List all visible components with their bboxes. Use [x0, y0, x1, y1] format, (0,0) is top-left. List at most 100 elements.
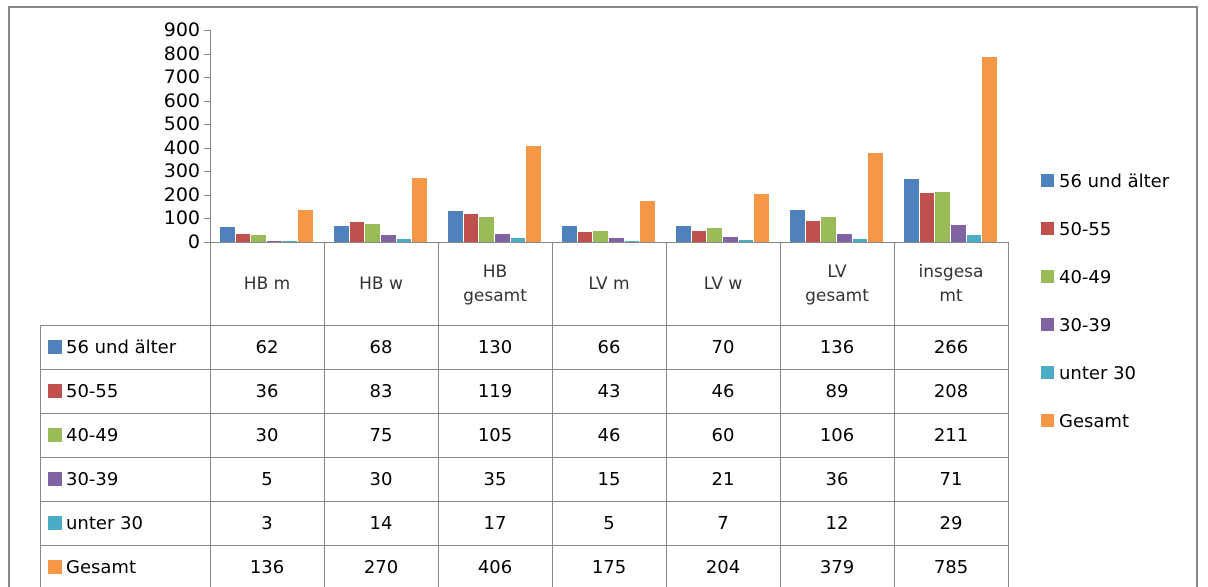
y-tick [204, 100, 210, 102]
table-value: 211 [933, 424, 969, 446]
bar [609, 238, 624, 242]
y-tick-label: 800 [163, 42, 200, 65]
bar [738, 240, 754, 242]
bar [220, 227, 235, 242]
table-value: 106 [819, 424, 855, 446]
bar [577, 231, 593, 242]
y-tick [204, 53, 210, 55]
bar [676, 225, 691, 242]
bar [951, 225, 966, 242]
table-line [40, 369, 1008, 370]
table-value: 204 [705, 556, 741, 578]
category-label: HB w [359, 273, 403, 294]
table-line [552, 242, 553, 587]
table-line [40, 457, 1008, 458]
bar [790, 209, 805, 242]
legend-key [48, 560, 62, 574]
table-value: 208 [933, 380, 969, 402]
table-value: 60 [711, 424, 735, 446]
table-line [40, 501, 1008, 502]
bar [754, 193, 769, 242]
table-header-cell: insgesamt [894, 242, 1008, 325]
table-value: 36 [255, 380, 279, 402]
category-label: HB m [243, 273, 291, 294]
bar [463, 213, 479, 242]
legend-key [1041, 222, 1054, 235]
bar [966, 235, 982, 242]
bar [624, 240, 640, 242]
y-tick [204, 30, 210, 31]
y-tick [204, 124, 210, 126]
table-line [40, 325, 41, 587]
table-line [40, 413, 1008, 414]
bar [349, 222, 365, 242]
bar [837, 233, 852, 242]
table-value: 379 [819, 556, 855, 578]
y-tick-label: 400 [163, 136, 200, 159]
table-value: 62 [255, 336, 279, 358]
table-value: 119 [477, 380, 513, 402]
table-header-cell: LV gesamt [780, 242, 894, 325]
table-header-cell: LV w [666, 242, 780, 325]
bar [707, 227, 722, 242]
legend-label: Gesamt [1059, 410, 1130, 432]
bar [479, 217, 494, 242]
table-value: 46 [597, 424, 621, 446]
table-value: 130 [477, 336, 513, 358]
table-line [210, 242, 1008, 243]
y-tick-label: 200 [163, 183, 200, 206]
bar [448, 211, 463, 242]
table-value: 70 [711, 336, 735, 358]
legend-key [48, 384, 62, 398]
bar [334, 225, 349, 242]
category-label: HB gesamt [463, 261, 527, 306]
legend-key [1041, 366, 1054, 379]
legend-label: 50-55 [1059, 218, 1112, 240]
table-value: 14 [369, 512, 393, 534]
y-tick-label: 600 [163, 89, 200, 112]
table-value: 66 [597, 336, 621, 358]
table-value: 5 [603, 512, 615, 534]
bar [723, 237, 738, 242]
table-value: 75 [369, 424, 393, 446]
table-value: 89 [825, 380, 849, 402]
legend-key [48, 428, 62, 442]
y-tick [204, 171, 210, 173]
chart-frame [8, 6, 1198, 587]
table-line [666, 242, 667, 587]
series-label: 56 und älter [66, 336, 177, 358]
category-label: insgesamt [918, 261, 984, 306]
table-value: 30 [255, 424, 279, 446]
bar [526, 146, 541, 242]
table-value: 406 [477, 556, 513, 578]
series-label: 40-49 [66, 424, 119, 446]
bar [691, 231, 707, 242]
legend-key [48, 472, 62, 486]
table-value: 36 [825, 468, 849, 490]
series-label: 30-39 [66, 468, 119, 490]
table-line [1008, 242, 1009, 587]
table-line [780, 242, 781, 587]
y-tick-label: 300 [163, 160, 200, 183]
y-tick-label: 500 [163, 113, 200, 136]
bar [251, 234, 266, 242]
table-value: 68 [369, 336, 393, 358]
table-line [324, 242, 325, 587]
table-value: 15 [597, 468, 621, 490]
legend-key [1041, 174, 1054, 187]
table-value: 5 [261, 468, 273, 490]
series-label: 50-55 [66, 380, 119, 402]
y-tick [204, 147, 210, 149]
table-value: 136 [249, 556, 285, 578]
series-label: unter 30 [66, 512, 143, 534]
bar [412, 178, 427, 242]
y-tick-label: 900 [163, 19, 200, 41]
series-label: Gesamt [66, 556, 137, 578]
bar [396, 238, 412, 242]
y-tick [204, 218, 210, 220]
table-value: 105 [477, 424, 513, 446]
bar [510, 237, 526, 242]
table-line [438, 242, 439, 587]
bar [267, 240, 282, 242]
